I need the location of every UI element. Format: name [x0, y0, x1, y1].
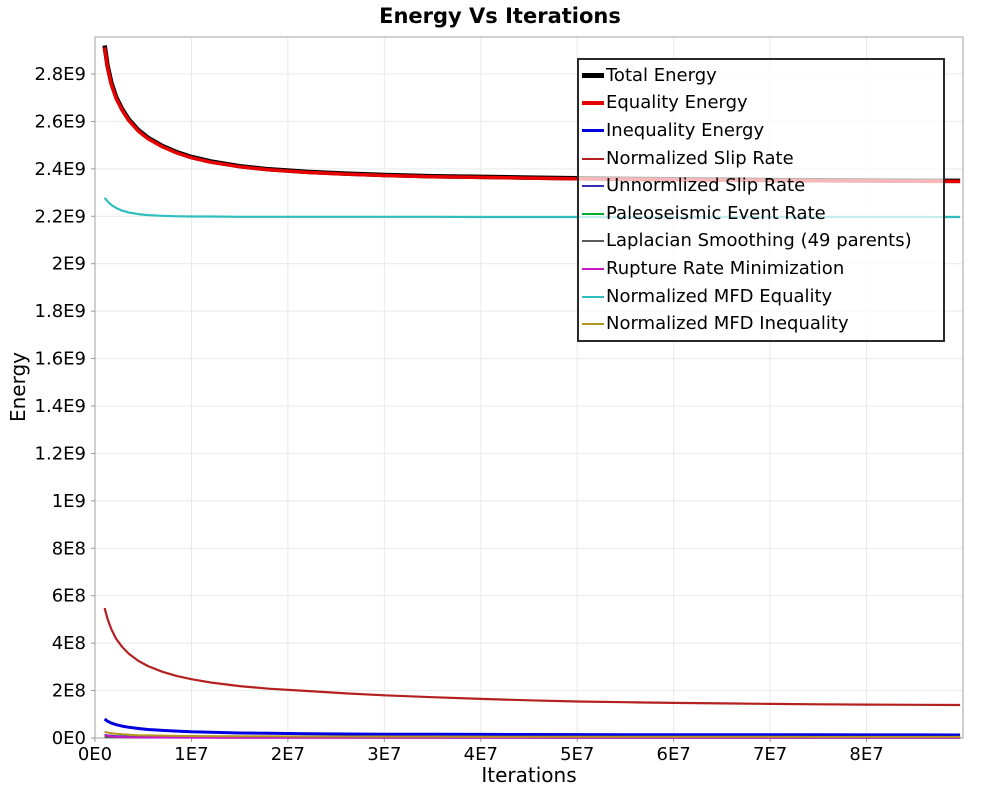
legend-item-equality-energy: Equality Energy [582, 94, 941, 112]
x-tick-label: 0E0 [78, 744, 112, 765]
y-tick-label: 8E8 [52, 538, 86, 559]
legend-label-paleoseismic-event-rate: Paleoseismic Event Rate [606, 202, 826, 224]
series-line-inequality-energy [103, 717, 961, 737]
y-tick-label: 6E8 [52, 586, 86, 607]
legend-item-inequality-energy: Inequality Energy [582, 119, 941, 141]
y-tick-label: 4E8 [52, 633, 86, 654]
y-tick-label: 2.8E9 [35, 64, 86, 85]
legend-swatch-unnormlized-slip-rate [582, 185, 604, 188]
legend-label-rupture-rate-minimization: Rupture Rate Minimization [606, 257, 845, 279]
legend-swatch-normalized-slip-rate [582, 157, 604, 160]
legend-label-normalized-mfd-inequality: Normalized MFD Inequality [606, 313, 849, 335]
y-tick-label: 1.2E9 [35, 443, 86, 464]
x-tick-label: 5E7 [560, 744, 594, 765]
x-tick-label: 7E7 [753, 744, 787, 765]
legend-swatch-laplacian-smoothing-49-parents [582, 240, 604, 243]
legend-item-normalized-mfd-inequality: Normalized MFD Inequality [582, 315, 941, 333]
legend-label-equality-energy: Equality Energy [606, 92, 748, 114]
x-tick-label: 2E7 [271, 744, 305, 765]
legend: Total Energy Equality Energy Inequality En… [577, 58, 945, 342]
chart-title: Energy Vs Iterations [379, 4, 621, 28]
legend-label-laplacian-smoothing-49-parents: Laplacian Smoothing (49 parents) [606, 230, 912, 252]
legend-swatch-rupture-rate-minimization [582, 267, 604, 270]
y-axis-label-wrap: Energy [6, 37, 30, 738]
legend-swatch-total-energy [582, 73, 604, 79]
legend-swatch-equality-energy [582, 101, 604, 106]
legend-label-inequality-energy: Inequality Energy [606, 119, 765, 141]
series-line-normalized-mfd-inequality [104, 730, 961, 738]
legend-item-normalized-slip-rate: Normalized Slip Rate [582, 147, 941, 169]
legend-label-normalized-slip-rate: Normalized Slip Rate [606, 147, 794, 169]
legend-item-total-energy: Total Energy [582, 64, 941, 86]
y-tick-label: 2.2E9 [35, 206, 86, 227]
x-tick-label: 6E7 [657, 744, 691, 765]
legend-swatch-paleoseismic-event-rate [582, 212, 604, 215]
y-tick-label: 2.4E9 [35, 159, 86, 180]
y-tick-label: 2E9 [52, 254, 86, 275]
legend-swatch-inequality-energy [582, 129, 604, 133]
legend-swatch-normalized-mfd-inequality [582, 323, 604, 326]
legend-item-laplacian-smoothing-49-parents: Laplacian Smoothing (49 parents) [582, 232, 941, 250]
y-axis-label: Energy [6, 352, 30, 423]
legend-label-normalized-mfd-equality: Normalized MFD Equality [606, 285, 833, 307]
x-axis-label: Iterations [481, 763, 577, 787]
x-tick-label: 4E7 [464, 744, 498, 765]
legend-swatch-normalized-mfd-equality [582, 295, 604, 298]
legend-label-total-energy: Total Energy [606, 64, 717, 86]
legend-item-unnormlized-slip-rate: Unnormlized Slip Rate [582, 177, 941, 195]
y-tick-label: 1E9 [52, 491, 86, 512]
x-tick-label: 1E7 [174, 744, 208, 765]
x-tick-label: 8E7 [849, 744, 883, 765]
y-tick-label: 1.6E9 [35, 349, 86, 370]
legend-item-paleoseismic-event-rate: Paleoseismic Event Rate [582, 202, 941, 224]
legend-item-normalized-mfd-equality: Normalized MFD Equality [582, 285, 941, 307]
series-line-normalized-slip-rate [103, 607, 961, 707]
y-tick-label: 2.6E9 [35, 111, 86, 132]
y-tick-label: 1.8E9 [35, 301, 86, 322]
y-tick-label: 2E8 [52, 681, 86, 702]
y-tick-label: 0E0 [52, 728, 86, 749]
y-tick-label: 1.4E9 [35, 396, 86, 417]
legend-label-unnormlized-slip-rate: Unnormlized Slip Rate [606, 175, 806, 197]
x-tick-label: 3E7 [367, 744, 401, 765]
legend-item-rupture-rate-minimization: Rupture Rate Minimization [582, 257, 941, 279]
